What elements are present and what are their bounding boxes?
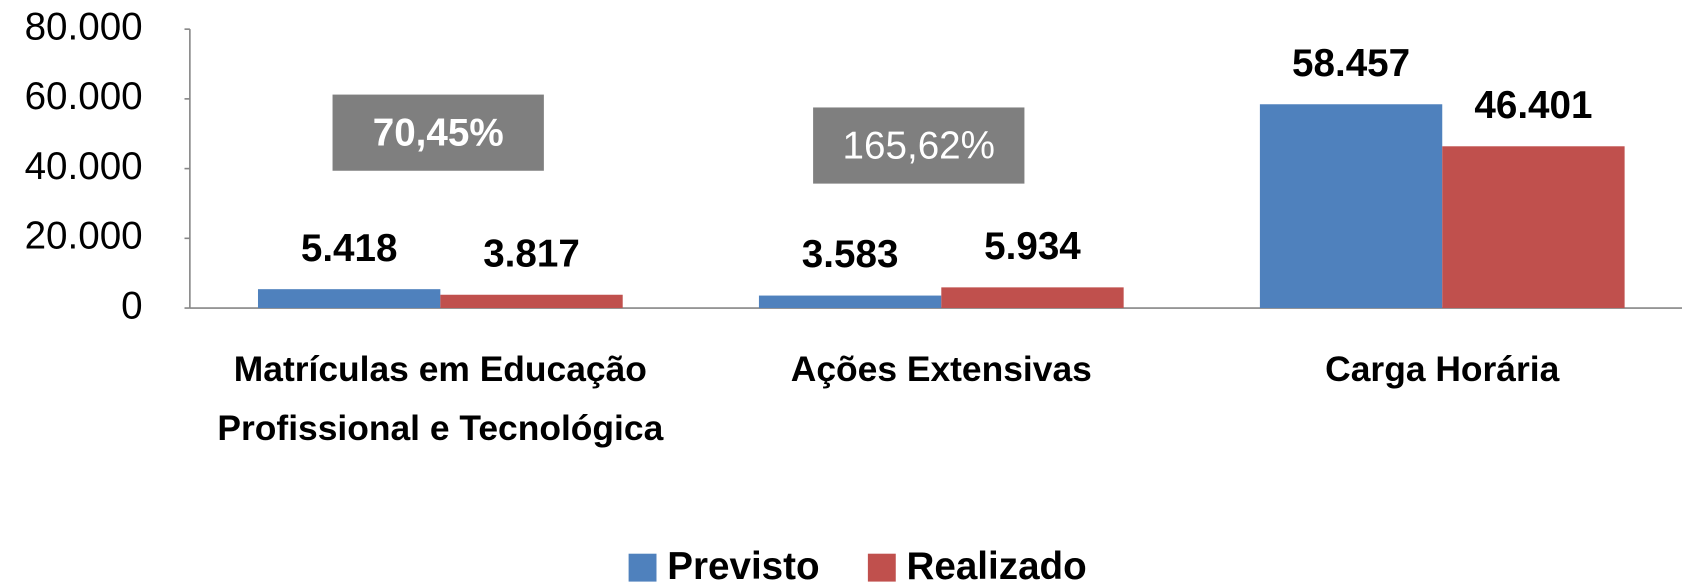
y-tick-label: 80.000 [25, 5, 143, 48]
x-tick-label-box: Matrículas em Educação Profissional e Te… [217, 348, 664, 448]
x-tick-label-box: Ações Extensivas [790, 348, 1092, 389]
annotation-box [813, 107, 1025, 184]
bar [1442, 146, 1625, 309]
y-tick-label: 40.000 [25, 145, 143, 188]
bar [1259, 104, 1443, 309]
annotation: 165,62% [843, 124, 995, 167]
legend-label: Realizado [906, 545, 1086, 585]
x-tick-label-box: Carga Horária [1325, 348, 1560, 389]
data-label: 5.934 [984, 225, 1081, 268]
data-label: 3.817 [483, 232, 580, 275]
annotation: 70,45% [373, 112, 504, 155]
x-tick-label: Ações Extensivas [790, 348, 1092, 389]
y-tick-label: 20.000 [25, 215, 143, 258]
data-label: 3.583 [802, 233, 899, 276]
bar [758, 295, 942, 309]
x-tick-label: Matrículas em Educação Profissional e Te… [217, 348, 664, 448]
legend-label: Previsto [667, 545, 819, 585]
legend-swatch [867, 553, 896, 582]
data-label: 5.418 [301, 227, 398, 270]
data-label: 58.457 [1292, 42, 1410, 85]
annotation-box [332, 94, 544, 171]
y-tick-label: 0 [121, 284, 142, 327]
bar [257, 289, 441, 309]
x-tick-label: Carga Horária [1325, 348, 1560, 389]
bar [440, 294, 623, 309]
legend-swatch [628, 553, 657, 582]
data-label: 46.401 [1474, 84, 1592, 127]
y-tick-label: 60.000 [25, 75, 143, 118]
bar [941, 287, 1124, 309]
